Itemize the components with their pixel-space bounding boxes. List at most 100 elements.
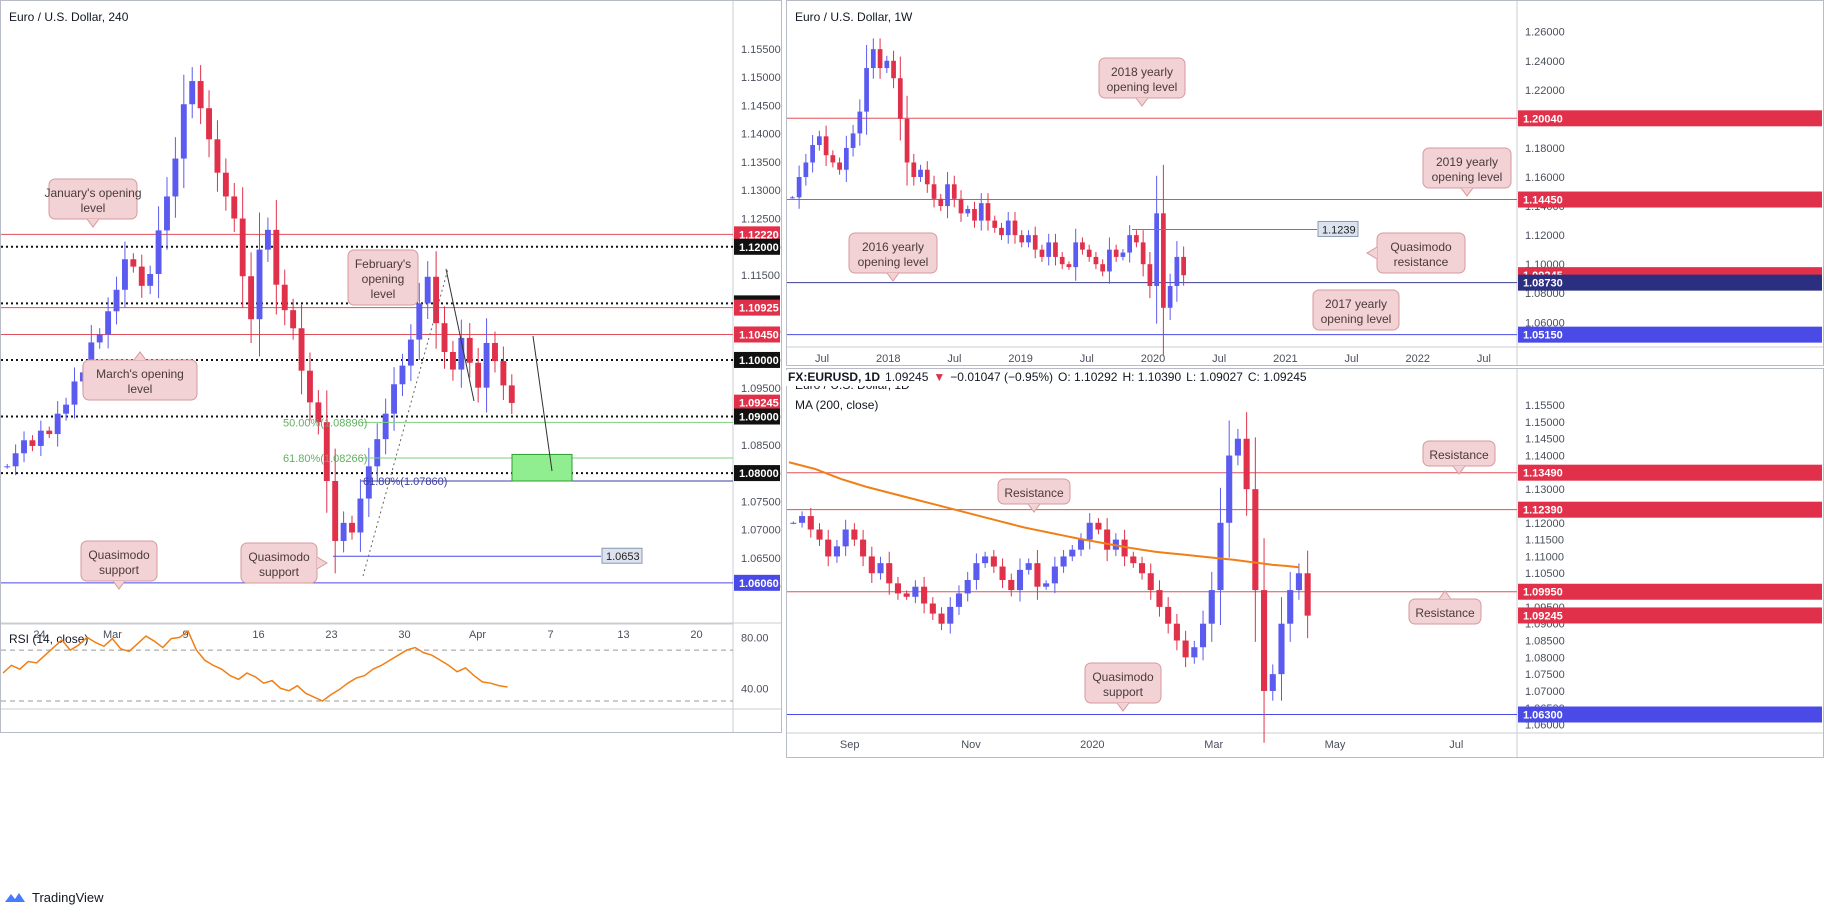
- candle-body: [1138, 563, 1146, 574]
- ann-qm-text: Quasimodo: [1390, 240, 1452, 254]
- y-tick-label: 1.07500: [1525, 669, 1565, 681]
- candle-body: [105, 311, 112, 335]
- x-tick-label: Sep: [840, 739, 860, 751]
- y-tick-label: 1.11000: [1525, 551, 1564, 563]
- h4-chart[interactable]: 1.15500 1.15000 1.14500 1.14000 1.13500 1.130…: [1, 1, 781, 732]
- candle-body: [197, 81, 204, 109]
- candle-body: [1278, 623, 1285, 675]
- candle-body: [1173, 623, 1180, 641]
- candle-body: [1295, 573, 1302, 591]
- price-tag-1.08000: 1.08000: [739, 468, 779, 480]
- candle-body: [1156, 590, 1163, 607]
- y-tick-label: 1.14500: [1525, 434, 1565, 446]
- ann-2018-text: opening level: [1107, 80, 1178, 94]
- ann-2017-text: 2017 yearly: [1325, 297, 1387, 311]
- tradingview-brand[interactable]: TradingView: [32, 889, 104, 905]
- candle-body: [897, 78, 903, 119]
- candle-body: [830, 155, 836, 163]
- candle-body: [214, 139, 221, 173]
- y-tick-label: 1.11500: [1525, 535, 1564, 547]
- x-tick-label: 24: [33, 629, 45, 641]
- change-arrow: ▼: [933, 370, 946, 384]
- candle-body: [248, 276, 255, 320]
- x-tick-label: 2022: [1405, 353, 1429, 365]
- candle-body: [206, 108, 212, 140]
- daily-chart-panel[interactable]: 1.155001.150001.145001.140001.135001.130…: [786, 368, 1824, 758]
- ann-qm1-text: support: [99, 563, 140, 577]
- candle-body: [1053, 242, 1058, 257]
- ann-mar-text: March's opening: [96, 367, 184, 381]
- weekly-chart-panel[interactable]: 1.260001.240001.220001.200001.180001.160…: [786, 0, 1824, 366]
- x-tick-label: Apr: [469, 629, 486, 641]
- weekly-chart[interactable]: 1.260001.240001.220001.200001.180001.160…: [787, 1, 1823, 365]
- candle-body: [799, 516, 806, 523]
- candle-body: [1304, 573, 1311, 616]
- candle-body: [1019, 235, 1025, 243]
- x-tick-label: 16: [252, 629, 264, 641]
- y-tick-label: 1.15500: [741, 44, 781, 56]
- indicator-label: MA (200, close): [795, 398, 878, 412]
- h4-chart-panel[interactable]: 1.15500 1.15000 1.14500 1.14000 1.13500 1.130…: [0, 0, 782, 733]
- candle-body: [298, 328, 305, 371]
- candle-body: [1104, 529, 1111, 550]
- candle-body: [508, 385, 515, 403]
- candle-body: [823, 136, 829, 156]
- ann-2017-text: opening level: [1321, 312, 1392, 326]
- candle-body: [1113, 249, 1119, 257]
- candle-body: [172, 158, 179, 197]
- ann-qm-pointer: [1366, 246, 1378, 260]
- candle-body: [1016, 569, 1024, 591]
- candle-body: [1005, 220, 1011, 236]
- candle-body: [281, 284, 288, 311]
- candle-body: [903, 593, 910, 597]
- candle-body: [864, 68, 869, 112]
- candle-body: [1226, 455, 1233, 523]
- candle-body: [1120, 252, 1126, 257]
- candle-body: [180, 104, 187, 159]
- footer: TradingView: [0, 884, 1824, 910]
- candle-body: [264, 229, 271, 250]
- y-tick-label: 1.07000: [1525, 686, 1565, 698]
- candle-body: [4, 466, 11, 468]
- candle-body: [1051, 566, 1058, 584]
- candle-body: [466, 337, 473, 363]
- candle-body: [1039, 249, 1045, 257]
- candle-body: [1199, 623, 1207, 648]
- rsi-title: RSI (14, close): [9, 632, 88, 646]
- tradingview-logo-icon[interactable]: [4, 890, 26, 904]
- candle-body: [790, 197, 795, 199]
- candle-body: [1093, 256, 1099, 265]
- callout-text: 1.0653: [606, 551, 640, 563]
- candle-body: [1100, 264, 1106, 272]
- projection-arrow: [532, 335, 553, 472]
- x-tick-label: 7: [547, 629, 553, 641]
- candle-body: [921, 586, 928, 604]
- candle-body: [1174, 256, 1180, 286]
- ann-2019-text: opening level: [1432, 170, 1503, 184]
- candle-body: [810, 145, 815, 163]
- candle-body: [441, 323, 448, 353]
- ann-res-1-text: Resistance: [1429, 448, 1489, 462]
- y-tick-label: 1.09500: [741, 383, 781, 395]
- candle-body: [88, 342, 95, 373]
- y-tick-label: 1.16000: [1525, 172, 1565, 184]
- ann-qm-pointer: [1116, 702, 1130, 712]
- ann-feb-text: opening: [362, 272, 405, 286]
- candle-body: [999, 566, 1006, 580]
- daily-chart[interactable]: 1.155001.150001.145001.140001.135001.130…: [787, 369, 1823, 757]
- candle-body: [323, 422, 330, 482]
- x-tick-label: Jul: [1477, 353, 1491, 365]
- open-value: O: 1.10292: [1058, 370, 1118, 384]
- candle-body: [990, 556, 997, 567]
- candle-body: [458, 337, 465, 370]
- price-tag-1.06300: 1.06300: [1523, 710, 1563, 722]
- ann-2018-pointer: [1135, 97, 1149, 107]
- candle-body: [307, 370, 313, 403]
- price-tag-bg: [1518, 464, 1822, 481]
- x-tick-label: 2019: [1008, 353, 1032, 365]
- ann-2016-text: 2016 yearly: [862, 240, 924, 254]
- candle-body: [1077, 539, 1085, 550]
- candle-body: [46, 430, 53, 435]
- y-tick-label: 1.08500: [741, 440, 781, 452]
- y-tick-label: 1.08000: [1525, 288, 1565, 300]
